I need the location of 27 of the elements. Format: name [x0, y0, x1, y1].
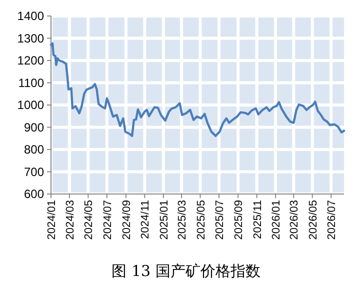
y-tick-label: 1200 [17, 54, 44, 68]
x-tick-label: 2026/01 [270, 200, 283, 240]
x-tick-label: 2024/03 [64, 200, 76, 240]
x-tick-label: 2026/07 [326, 200, 338, 240]
x-tick-label: 2025/01 [158, 200, 170, 240]
x-tick-label: 2025/09 [233, 200, 246, 240]
x-tick-label: 2024/01 [46, 200, 58, 240]
line-series [50, 42, 346, 138]
x-tick-label: 2026/03 [288, 200, 301, 240]
x-tick-label: 2026/05 [307, 200, 320, 240]
y-tick-label: 700 [24, 164, 44, 179]
x-tick-label: 2024/05 [83, 200, 96, 240]
x-tick-label: 2024/07 [102, 200, 114, 240]
y-tick-label: 1300 [17, 31, 44, 46]
y-tick-label: 900 [24, 120, 44, 134]
y-tick-label: 800 [24, 142, 44, 156]
x-tick-label: 2024/11 [140, 200, 152, 239]
x-tick-label: 2025/07 [214, 200, 226, 240]
y-tick-label: 1000 [17, 98, 44, 112]
x-tick-label: 2025/03 [176, 200, 189, 240]
x-tick-label: 2025/05 [195, 200, 208, 240]
y-tick-label: 600 [24, 187, 44, 201]
x-tick-label: 2025/11 [252, 200, 264, 239]
x-tick-label: 2024/09 [120, 200, 133, 240]
text: 图 13 国产矿价格指数 [112, 262, 260, 280]
y-tick-label: 1100 [18, 76, 44, 90]
y-tick-label: 1400 [17, 9, 44, 23]
